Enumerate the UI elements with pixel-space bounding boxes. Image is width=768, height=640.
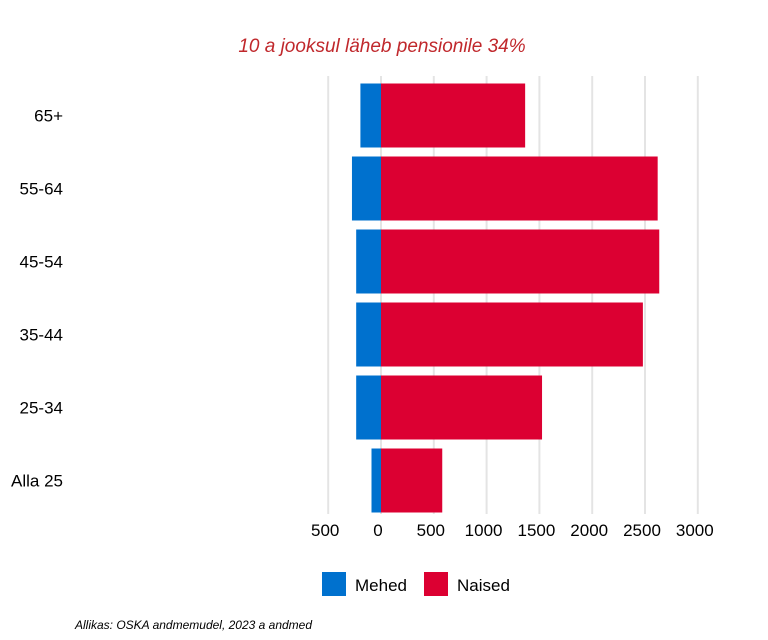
bar-mehed-alla-25 [371,448,381,513]
legend-swatch-naised [424,572,448,596]
chart-annotation: 10 a jooksul läheb pensionile 34% [238,36,525,57]
bar-mehed-65+ [360,83,381,148]
x-tick-label: 1000 [465,521,503,540]
bars [351,83,660,513]
legend-label-mehed: Mehed [355,576,407,595]
x-tick-label: 500 [417,521,445,540]
x-tick-label: 1500 [517,521,555,540]
x-axis-ticks: 500 0 500 1000 1500 2000 2500 3000 [311,521,714,540]
bar-naised-25-34 [381,375,543,440]
source-note: Allikas: OSKA andmemudel, 2023 a andmed [74,618,312,632]
bar-mehed-45-54 [356,229,381,294]
x-tick-label: 500 [311,521,339,540]
x-tick-label: 2000 [570,521,608,540]
bar-naised-55-64 [381,156,658,221]
bar-naised-35-44 [381,302,643,367]
bar-naised-45-54 [381,229,660,294]
y-tick-label: 35-44 [20,326,63,345]
y-tick-label: 65+ [34,107,63,126]
legend: Mehed Naised [322,572,510,596]
legend-swatch-mehed [322,572,346,596]
legend-label-naised: Naised [457,576,510,595]
x-tick-label: 2500 [623,521,661,540]
bar-mehed-35-44 [356,302,381,367]
bar-mehed-25-34 [356,375,381,440]
y-axis-labels: Alla 25 25-34 35-44 45-54 55-64 65+ [11,107,63,491]
x-tick-label: 3000 [676,521,714,540]
bar-mehed-55-64 [351,156,381,221]
y-tick-label: 25-34 [20,399,63,418]
x-tick-label: 0 [373,521,382,540]
bar-naised-65+ [381,83,526,148]
y-tick-label: 55-64 [20,180,63,199]
y-tick-label: Alla 25 [11,472,63,491]
y-tick-label: 45-54 [20,253,63,272]
bar-naised-alla-25 [381,448,443,513]
grid-lines [327,76,699,514]
